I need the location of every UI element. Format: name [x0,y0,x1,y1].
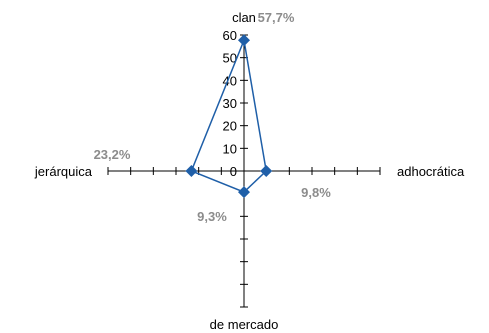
radar-ticks [107,34,381,308]
radar-category-labels: clan adhocrática de mercado jerárquica [34,10,465,332]
data-label-de-mercado: 9,3% [197,209,227,224]
radar-series [185,34,273,199]
data-label-jerarquica: 23,2% [94,147,131,162]
data-point-adhocratica [260,165,273,177]
tick-label-60: 60 [223,28,237,43]
category-label-jerarquica: jerárquica [34,164,93,179]
radar-axes [108,35,380,307]
category-label-clan: clan [232,10,256,25]
tick-label-50: 50 [223,51,237,66]
category-label-adhocratica: adhocrática [397,164,465,179]
data-point-clan [238,34,250,47]
data-point-jerarquica [185,165,198,177]
data-label-adhocratica: 9,8% [301,185,331,200]
tick-label-10: 10 [223,141,237,156]
data-label-clan: 57,7% [258,10,295,25]
category-label-de-mercado: de mercado [210,317,279,332]
tick-label-0: 0 [230,164,237,179]
tick-label-30: 30 [223,96,237,111]
tick-label-20: 20 [223,119,237,134]
data-point-de-mercado [238,186,250,199]
radar-data-labels: 57,7% 9,8% 9,3% 23,2% [94,10,332,224]
